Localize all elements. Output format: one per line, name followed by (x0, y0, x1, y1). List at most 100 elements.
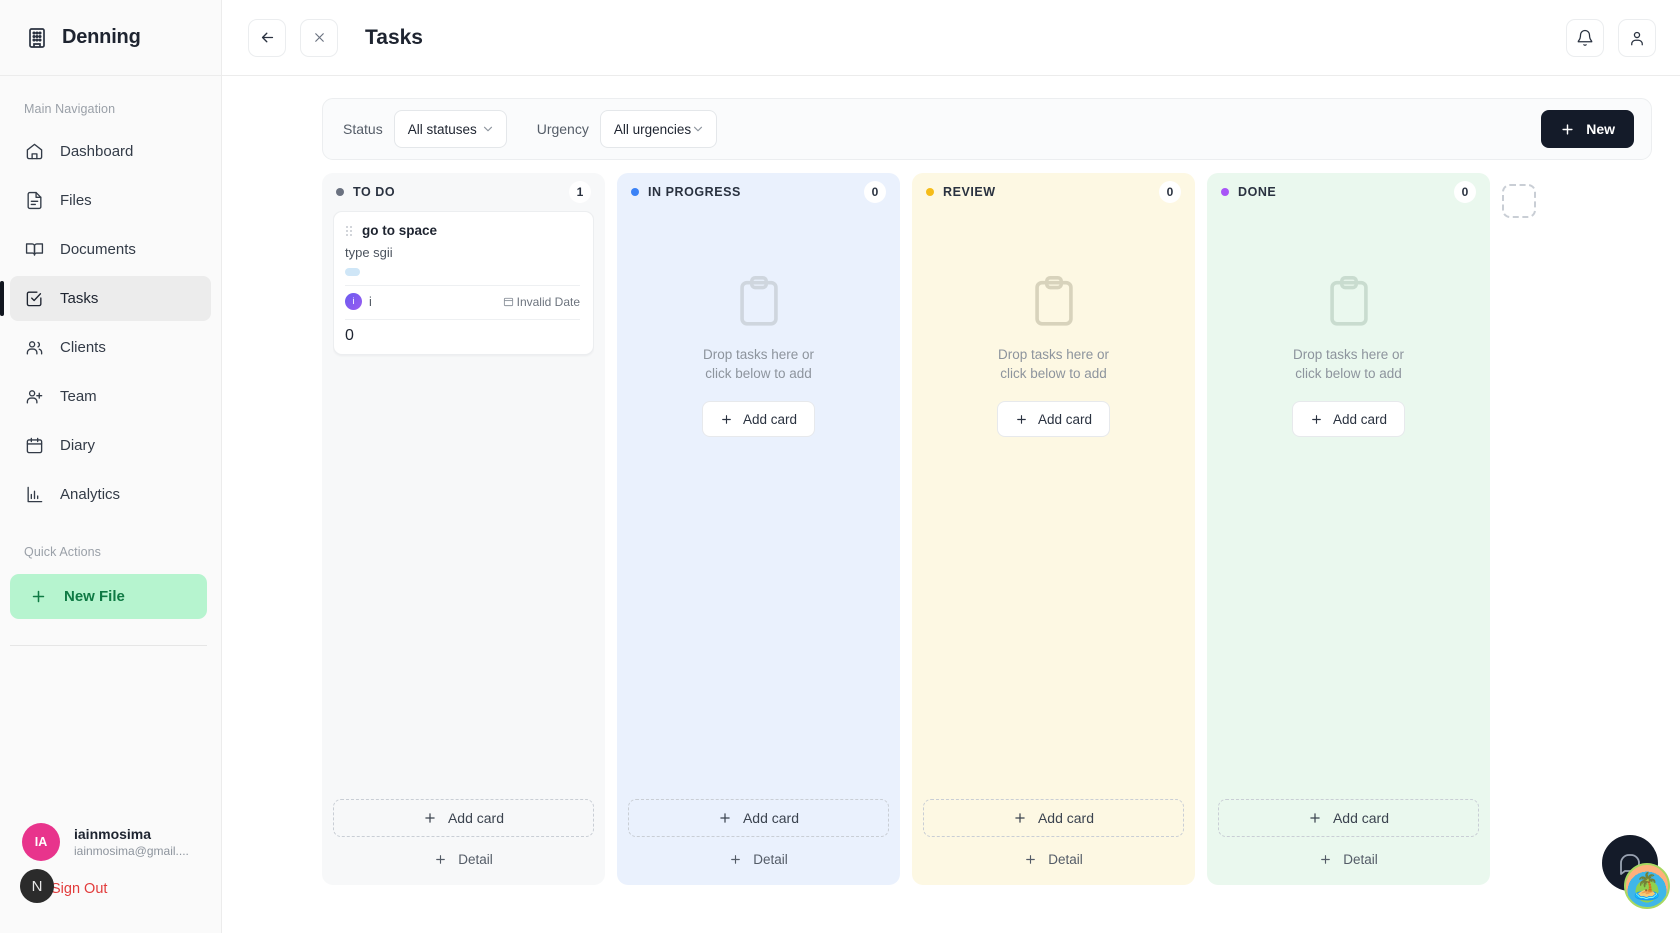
island-emoji-badge[interactable]: 🏝️ (1624, 863, 1670, 909)
plus-icon (30, 588, 47, 605)
calendar-icon (503, 296, 514, 307)
user-profile[interactable]: IA iainmosima iainmosima@gmail.... (0, 823, 222, 861)
user-plus-icon (25, 387, 44, 406)
notifications-button[interactable] (1566, 18, 1604, 57)
calendar-icon (25, 436, 44, 455)
plus-icon (1319, 853, 1332, 866)
plus-icon (1310, 413, 1323, 426)
column-count: 0 (864, 181, 886, 203)
urgency-select[interactable]: All urgencies (599, 110, 718, 148)
status-select[interactable]: All statuses (393, 110, 507, 148)
status-label: Status (343, 121, 383, 137)
filter-toolbar: Status All statuses Urgency All urgencie… (322, 98, 1652, 160)
empty-state: Drop tasks here or click below to add Ad… (1218, 211, 1479, 438)
column-title: REVIEW (943, 185, 996, 199)
column-body[interactable]: Drop tasks here or click below to add Ad… (628, 211, 889, 799)
column-body[interactable]: go to space type sgii i i Invalid Date (333, 211, 594, 799)
card-divider (345, 319, 580, 320)
sidebar-item-documents[interactable]: Documents (10, 227, 211, 272)
new-task-button[interactable]: New (1541, 110, 1634, 148)
user-name: iainmosima (74, 825, 152, 842)
column-body[interactable]: Drop tasks here or click below to add Ad… (923, 211, 1184, 799)
sidebar-item-diary[interactable]: Diary (10, 423, 211, 468)
toolbar-wrapper: Status All statuses Urgency All urgencie… (222, 76, 1680, 160)
main-nav-label: Main Navigation (24, 102, 116, 116)
sidebar-item-label: Clients (60, 339, 106, 356)
empty-text: Drop tasks here or click below to add (703, 345, 814, 383)
column-count: 0 (1454, 181, 1476, 203)
column-footer: Add card Detail (1218, 799, 1479, 885)
users-icon (25, 338, 44, 357)
page-title: Tasks (365, 25, 423, 49)
detail-button[interactable]: Detail (923, 837, 1184, 881)
empty-text: Drop tasks here or click below to add (1293, 345, 1404, 383)
file-icon (25, 191, 44, 210)
drag-handle-icon[interactable] (345, 225, 353, 237)
add-card-button[interactable]: Add card (333, 799, 594, 837)
top-header: Tasks (222, 0, 1680, 76)
account-button[interactable] (1618, 18, 1656, 57)
detail-button[interactable]: Detail (333, 837, 594, 881)
sidebar-item-clients[interactable]: Clients (10, 325, 211, 370)
board-column-in-progress: IN PROGRESS 0 Drop tasks here or click b… (617, 173, 900, 885)
add-card-button[interactable]: Add card (1218, 799, 1479, 837)
add-card-button-inline[interactable]: Add card (1291, 401, 1406, 438)
close-icon (312, 30, 327, 45)
empty-text: Drop tasks here or click below to add (998, 345, 1109, 383)
status-dot (1221, 188, 1229, 196)
column-header: TO DO 1 (333, 173, 594, 211)
board-column-review: REVIEW 0 Drop tasks here or click below … (912, 173, 1195, 885)
add-column-placeholder[interactable] (1502, 184, 1536, 218)
bell-icon (1576, 29, 1594, 47)
add-card-button[interactable]: Add card (923, 799, 1184, 837)
card-description: type sgii (345, 245, 393, 260)
empty-state: Drop tasks here or click below to add Ad… (923, 211, 1184, 438)
sidebar-item-analytics[interactable]: Analytics (10, 472, 211, 517)
column-header: REVIEW 0 (923, 173, 1184, 211)
sidebar-item-tasks[interactable]: Tasks (0, 276, 211, 321)
card-title: go to space (362, 223, 438, 238)
clipboard-icon (1025, 273, 1083, 331)
notification-avatar-badge[interactable]: N (20, 869, 54, 903)
back-button[interactable] (248, 18, 286, 57)
sidebar-item-team[interactable]: Team (10, 374, 211, 419)
add-card-button-inline[interactable]: Add card (996, 401, 1111, 438)
card-divider (345, 285, 580, 286)
card-tag (345, 268, 360, 276)
chevron-down-icon (481, 122, 495, 136)
close-button[interactable] (300, 18, 338, 57)
add-card-button-inline[interactable]: Add card (701, 401, 816, 438)
column-footer: Add card Detail (923, 799, 1184, 885)
add-card-button[interactable]: Add card (628, 799, 889, 837)
task-card[interactable]: go to space type sgii i i Invalid Date (333, 211, 594, 355)
sidebar-item-label: Tasks (60, 290, 99, 307)
column-body[interactable]: Drop tasks here or click below to add Ad… (1218, 211, 1479, 799)
detail-label: Detail (1343, 851, 1378, 867)
quick-actions-label: Quick Actions (24, 545, 102, 559)
book-icon (25, 240, 44, 259)
card-meta: i i Invalid Date (345, 286, 580, 310)
brand: Denning (0, 0, 221, 76)
sidebar-item-dashboard[interactable]: Dashboard (10, 129, 211, 174)
avatar: IA (22, 823, 60, 861)
clipboard-icon (730, 273, 788, 331)
sidebar-item-label: Dashboard (60, 143, 134, 160)
column-title: DONE (1238, 185, 1277, 199)
detail-button[interactable]: Detail (1218, 837, 1479, 881)
detail-button[interactable]: Detail (628, 837, 889, 881)
sidebar-item-label: Diary (60, 437, 96, 454)
new-file-button[interactable]: New File (10, 574, 207, 619)
sign-out-button[interactable]: Sign Out (51, 881, 108, 897)
plus-icon (729, 853, 742, 866)
card-due-date: Invalid Date (503, 295, 580, 309)
plus-icon (1024, 853, 1037, 866)
sidebar-item-label: Files (60, 192, 92, 209)
sidebar-divider (10, 645, 207, 646)
sidebar-item-label: Analytics (60, 486, 121, 503)
empty-line-2: click below to add (1000, 366, 1107, 382)
new-button-label: New (1586, 121, 1615, 137)
sidebar-item-files[interactable]: Files (10, 178, 211, 223)
user-icon (1628, 29, 1646, 47)
status-value: All statuses (407, 121, 477, 137)
